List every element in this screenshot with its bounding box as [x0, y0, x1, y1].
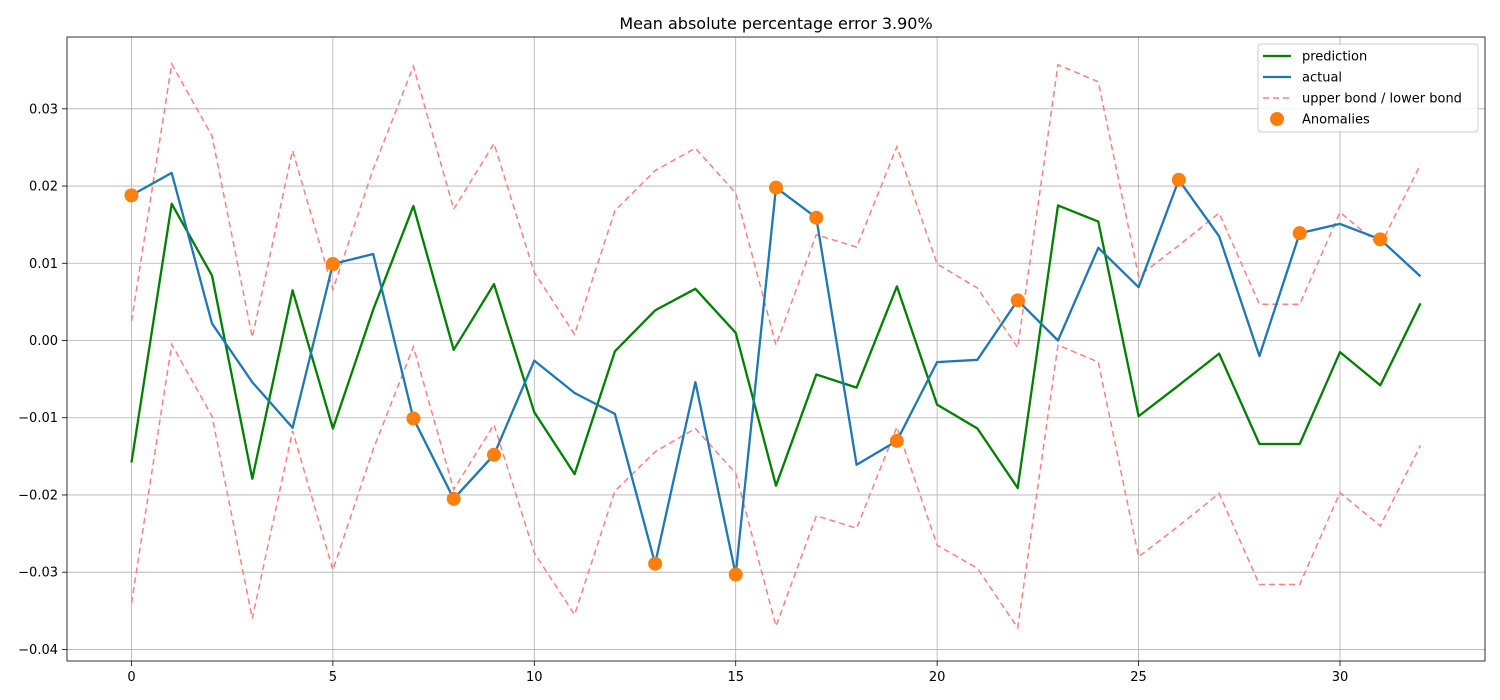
y-tick-label: −0.01 [18, 411, 58, 426]
anomaly-point [406, 411, 421, 426]
upper-bond-line [130, 61, 1422, 350]
anomaly-point [809, 210, 824, 225]
plot-frame [66, 36, 1486, 662]
x-tick-label: 0 [127, 670, 135, 685]
y-tick-label: 0.00 [29, 334, 58, 349]
legend-label: upper bond / lower bond [1302, 92, 1462, 107]
y-tick-label: −0.04 [18, 643, 58, 658]
anomaly-point [487, 447, 502, 462]
x-tick-label: 5 [329, 670, 337, 685]
x-tick-label: 20 [929, 670, 946, 685]
legend-swatch-anomalies [1270, 112, 1284, 126]
anomaly-point [1373, 232, 1388, 247]
anomaly-point [648, 556, 663, 571]
x-tick-label: 25 [1130, 670, 1147, 685]
anomaly-point [728, 567, 743, 582]
x-tick-label: 30 [1332, 670, 1349, 685]
anomaly-point [889, 433, 904, 448]
y-tick-label: 0.03 [29, 102, 58, 117]
y-tick-label: −0.03 [18, 566, 58, 581]
anomaly-point [325, 257, 340, 272]
y-tick-label: 0.01 [29, 257, 58, 272]
prediction-line [130, 202, 1422, 490]
y-tick-label: 0.02 [29, 180, 58, 195]
anomaly-point [769, 180, 783, 195]
anomaly-point [1171, 172, 1186, 187]
legend-label: prediction [1302, 50, 1367, 65]
series-layer [124, 61, 1422, 630]
anomaly-point [446, 491, 461, 506]
legend-box [1257, 43, 1479, 133]
anomaly-point [124, 188, 139, 203]
y-tick-label: −0.02 [18, 488, 58, 503]
legend-label: Anomalies [1302, 113, 1370, 128]
x-tick-label: 15 [727, 670, 744, 685]
lower-bond-line [130, 342, 1422, 630]
legend: prediction actual upper bond / lower bond A… [1257, 43, 1479, 133]
anomaly-point [1292, 226, 1307, 241]
chart-title: Mean absolute percentage error 3.90% [619, 14, 932, 33]
anomaly-point [1010, 293, 1025, 308]
legend-label: actual [1302, 71, 1342, 86]
axes: 0 5 10 15 20 25 30 −0.04 −0.03 −0.02 −0.01 0.00 0.01… [18, 36, 1486, 685]
x-tick-label: 10 [526, 670, 543, 685]
